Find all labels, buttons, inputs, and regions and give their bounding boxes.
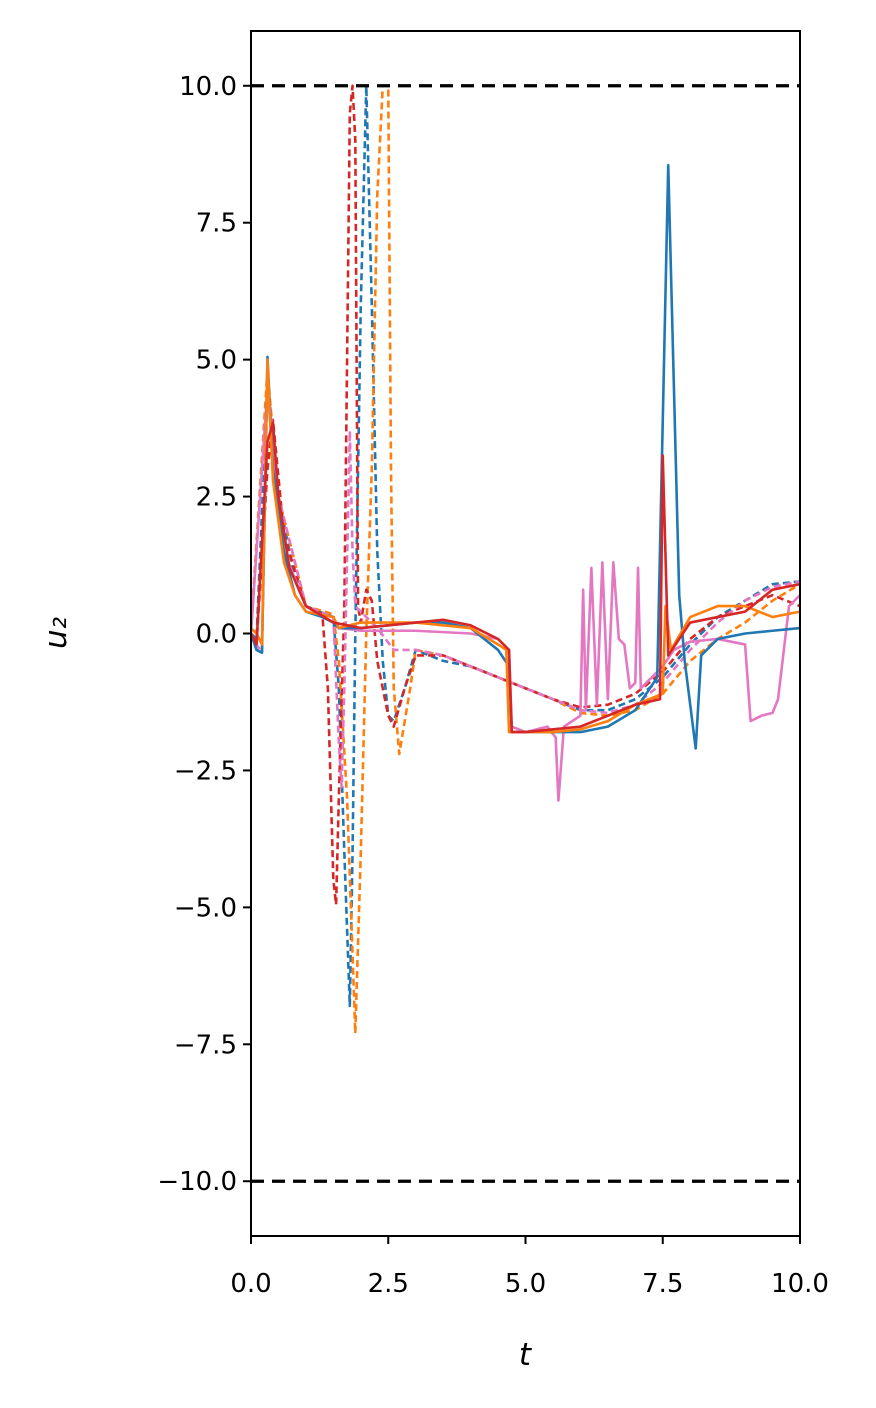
plot-area — [251, 84, 800, 1183]
x-tick-label: 0.0 — [230, 1269, 271, 1299]
y-tick-label: 2.5 — [196, 483, 237, 513]
y-tick-label: −5.0 — [174, 893, 237, 923]
y-tick-label: 10.0 — [179, 72, 237, 102]
y-tick-label: −7.5 — [174, 1030, 237, 1060]
series-line — [251, 374, 800, 789]
x-tick-label: 7.5 — [642, 1269, 683, 1299]
series-line — [251, 84, 800, 1035]
y-axis-label: u₂ — [38, 617, 74, 649]
y-tick-label: 5.0 — [196, 346, 237, 376]
y-tick-label: 0.0 — [196, 620, 237, 650]
x-axis-label: t — [519, 1337, 533, 1373]
x-tick-label: 10.0 — [771, 1269, 829, 1299]
series-line — [251, 163, 800, 750]
y-tick-label: 7.5 — [196, 209, 237, 239]
series-line — [251, 385, 800, 802]
x-tick-label: 2.5 — [368, 1269, 409, 1299]
series-line — [251, 421, 800, 734]
series-line — [251, 358, 800, 734]
y-tick-label: −2.5 — [174, 756, 237, 786]
series-line — [251, 84, 800, 906]
x-tick-label: 5.0 — [505, 1269, 546, 1299]
y-tick-label: −10.0 — [157, 1167, 237, 1197]
